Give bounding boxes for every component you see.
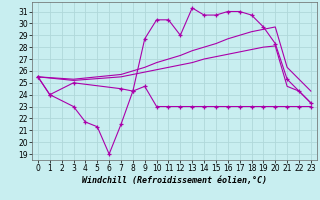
X-axis label: Windchill (Refroidissement éolien,°C): Windchill (Refroidissement éolien,°C)	[82, 176, 267, 185]
